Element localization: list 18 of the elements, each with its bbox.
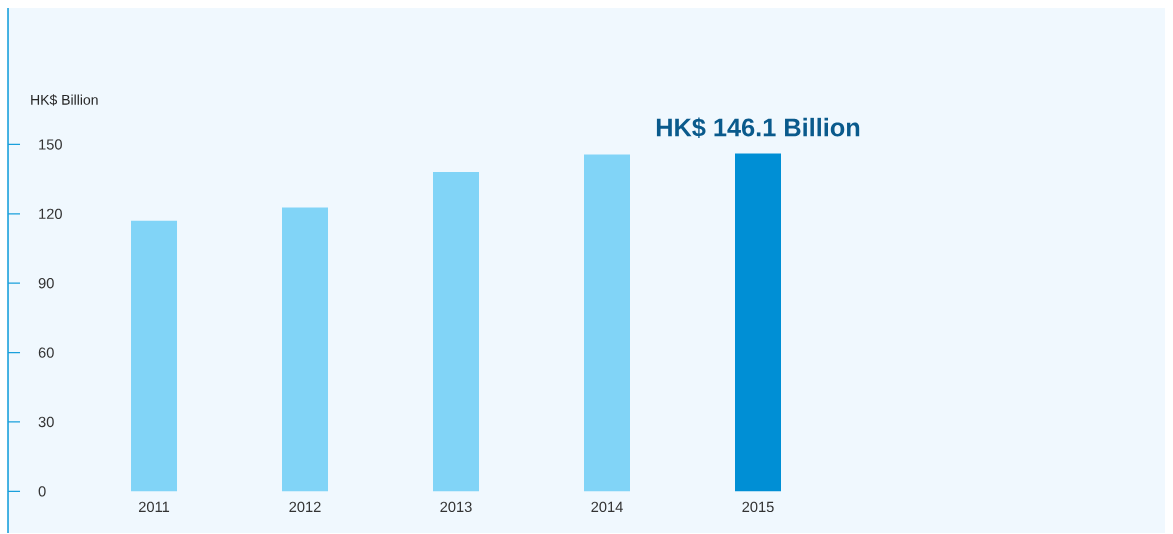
- y-tick-label: 30: [38, 416, 54, 428]
- y-axis-title: HK$ Billion: [31, 94, 98, 106]
- bar: [584, 154, 631, 492]
- annotation: HK$ 146.1 Billion: [656, 117, 860, 139]
- x-tick-label: 2015: [742, 501, 774, 513]
- bar: [433, 172, 480, 492]
- bar: [282, 207, 329, 492]
- y-tick-label: 60: [38, 347, 54, 358]
- y-tick-label: 150: [39, 139, 62, 150]
- bar: [735, 153, 781, 492]
- x-tick-label: 2014: [591, 501, 623, 513]
- y-tick-label: 120: [39, 208, 62, 220]
- y-tick-label: 90: [38, 278, 54, 289]
- bar: [131, 220, 178, 492]
- x-tick-label: 2012: [289, 501, 321, 513]
- y-tick-label: 0: [38, 486, 46, 497]
- x-tick-label: 2011: [138, 501, 170, 513]
- x-tick-label: 2013: [440, 501, 472, 513]
